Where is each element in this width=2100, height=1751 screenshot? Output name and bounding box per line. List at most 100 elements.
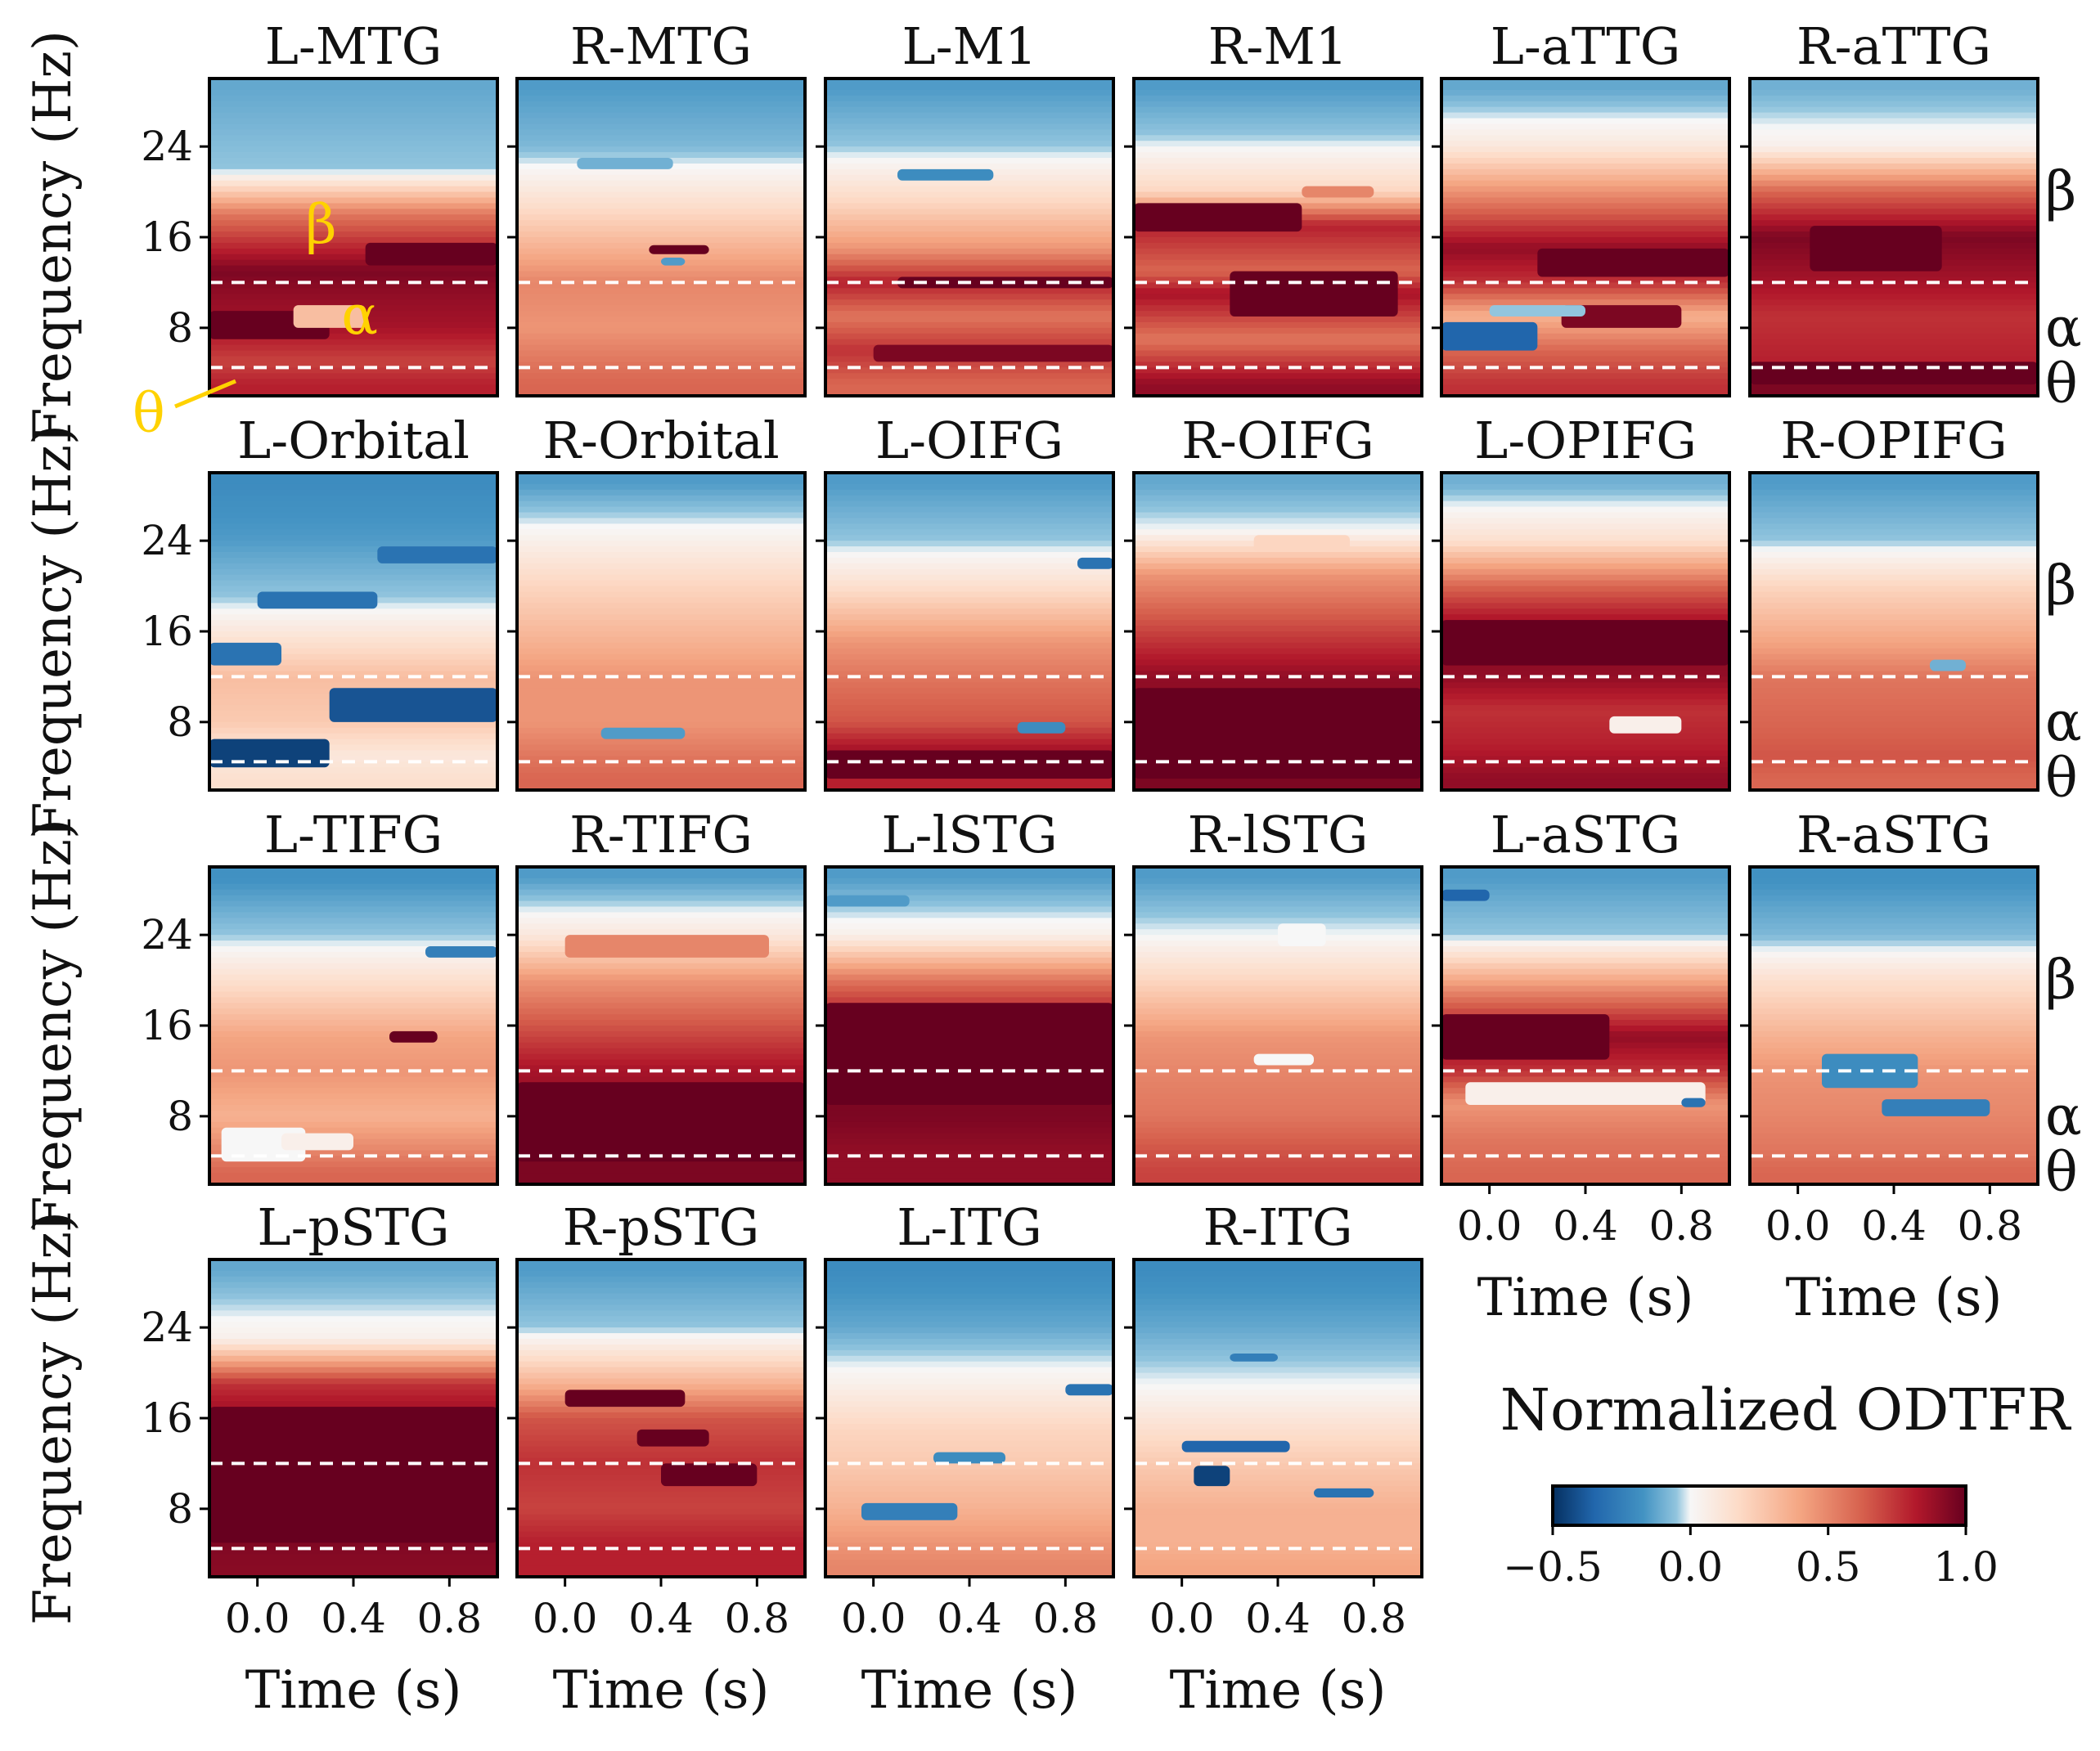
heatmap-cell xyxy=(1750,483,2038,491)
heatmap-cell xyxy=(1441,1065,1729,1072)
panel-title: L-pSTG xyxy=(257,1197,449,1257)
heatmap-cell xyxy=(517,1327,805,1334)
y-tick-label: 8 xyxy=(167,698,193,746)
panel-l-tifg: L-TIFG xyxy=(200,805,499,1186)
heatmap-cell xyxy=(209,878,497,885)
heatmap-cell xyxy=(209,483,497,491)
heatmap-cell xyxy=(1134,529,1422,537)
heatmap-cell xyxy=(1134,1167,1422,1174)
heatmap-cell xyxy=(1750,574,2038,581)
heatmap-cell xyxy=(825,985,1113,993)
heatmap-cell xyxy=(1750,665,2038,672)
x-tick-label: 0.8 xyxy=(417,1595,483,1642)
panel-title: R-Orbital xyxy=(542,411,779,470)
heatmap-cell xyxy=(1441,935,1729,941)
heatmap-cell xyxy=(825,1333,1113,1340)
heatmap-cell xyxy=(1134,1259,1422,1266)
heatmap-cell xyxy=(517,997,805,1004)
heatmap-cell xyxy=(209,872,497,879)
heatmap-cell xyxy=(1441,580,1729,587)
heatmap-cell xyxy=(1134,963,1422,970)
heatmap-cell xyxy=(209,535,497,541)
heatmap-cell xyxy=(1750,478,2038,485)
heatmap-cell xyxy=(517,1287,805,1295)
heatmap-cell xyxy=(1134,648,1422,655)
band-label-alpha: α xyxy=(2045,690,2082,753)
heatmap-cell xyxy=(825,1429,1113,1436)
heatmap-cell xyxy=(209,174,497,182)
heatmap-cell xyxy=(209,659,497,667)
heatmap-cell xyxy=(517,688,805,695)
heatmap-cell xyxy=(209,95,497,102)
heatmap-cell xyxy=(209,653,497,661)
heatmap-cell xyxy=(1134,1502,1422,1510)
heatmap-cell xyxy=(1441,242,1729,249)
heatmap-cell xyxy=(825,1133,1113,1140)
heatmap-cell xyxy=(1750,739,2038,746)
heatmap-cell xyxy=(825,237,1113,244)
heatmap-cell xyxy=(1134,89,1422,97)
heatmap-cell xyxy=(1750,756,2038,763)
heatmap-r-oifg xyxy=(1134,473,1422,791)
heatmap-cell xyxy=(209,1395,497,1403)
heatmap-cell xyxy=(1134,1304,1422,1312)
heatmap-cell xyxy=(209,1276,497,1283)
heatmap-cell xyxy=(517,1531,805,1538)
heatmap-cell xyxy=(1750,918,2038,925)
heatmap-cell xyxy=(209,294,497,301)
heatmap-cell xyxy=(1134,1520,1422,1527)
heatmap-cell xyxy=(517,923,805,931)
heatmap-cell xyxy=(1134,350,1422,357)
heatmap-cell xyxy=(1134,568,1422,576)
annotations-group: βα θ xyxy=(133,193,378,445)
heatmap-patch xyxy=(365,242,497,266)
heatmap-cell xyxy=(825,957,1113,964)
heatmap-cell xyxy=(825,305,1113,312)
heatmap-cell xyxy=(517,1412,805,1419)
heatmap-cell xyxy=(825,1116,1113,1123)
heatmap-cell xyxy=(1441,574,1729,581)
heatmap-cell xyxy=(1134,129,1422,137)
heatmap-cell xyxy=(209,991,497,999)
heatmap-cell xyxy=(1134,1525,1422,1533)
heatmap-l-lstg xyxy=(825,867,1113,1185)
heatmap-cell xyxy=(1441,1156,1729,1163)
panel-title: R-MTG xyxy=(570,16,752,76)
panel-title: L-MTG xyxy=(265,16,443,76)
heatmap-cell xyxy=(1134,867,1422,873)
panel-title: R-TIFG xyxy=(569,805,753,864)
heatmap-cell xyxy=(1750,974,2038,981)
heatmap-cell xyxy=(1750,384,2038,391)
heatmap-cell xyxy=(1134,1327,1422,1334)
heatmap-cell xyxy=(825,541,1113,547)
heatmap-patch xyxy=(825,1003,1113,1105)
heatmap-cell xyxy=(517,1282,805,1289)
heatmap-cell xyxy=(1750,557,2038,564)
heatmap-cell xyxy=(1750,889,2038,896)
heatmap-cell xyxy=(1441,214,1729,222)
heatmap-cell xyxy=(1441,688,1729,695)
heatmap-cell xyxy=(1134,1293,1422,1300)
x-axis-label: Time (s) xyxy=(1477,1268,1694,1328)
heatmap-cell xyxy=(209,373,497,380)
heatmap-cell xyxy=(209,918,497,925)
heatmap-cell xyxy=(1750,997,2038,1004)
heatmap-cell xyxy=(1134,1531,1422,1538)
heatmap-cell xyxy=(209,384,497,391)
heatmap-cell xyxy=(209,1565,497,1572)
heatmap-cell xyxy=(1441,158,1729,164)
heatmap-cell xyxy=(517,112,805,119)
heatmap-cell xyxy=(825,1316,1113,1323)
heatmap-l-attg xyxy=(1441,79,1729,397)
heatmap-cell xyxy=(209,784,497,791)
heatmap-cell xyxy=(1750,197,2038,204)
y-tick-label: 16 xyxy=(141,213,193,261)
heatmap-patch xyxy=(1017,721,1066,734)
heatmap-cell xyxy=(1441,89,1729,97)
heatmap-cell xyxy=(1750,744,2038,752)
heatmap-cell xyxy=(209,1349,497,1357)
y-axis-label: Frequency (Hz) xyxy=(23,30,83,444)
heatmap-cell xyxy=(1441,597,1729,604)
heatmap-patch xyxy=(1302,186,1374,198)
heatmap-cell xyxy=(517,1008,805,1015)
